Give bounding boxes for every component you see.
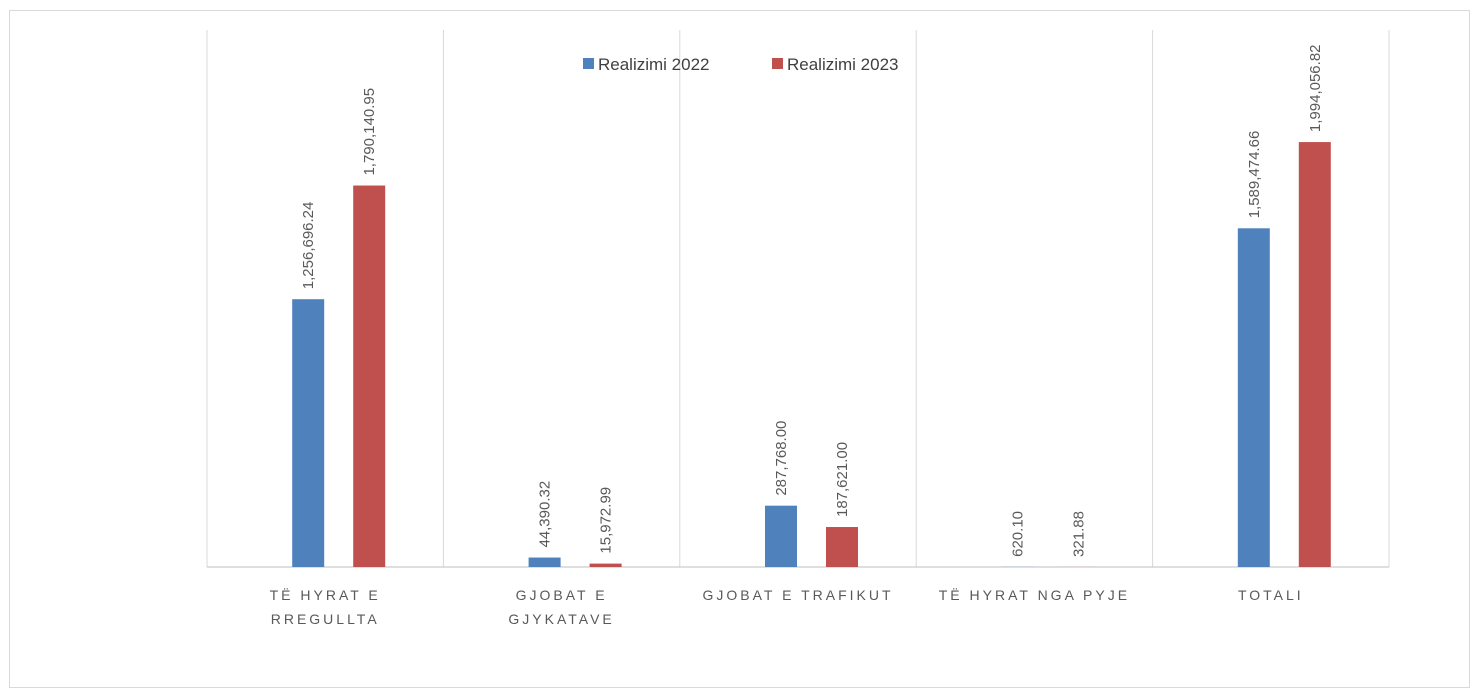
bar xyxy=(589,563,622,567)
data-label: 620.10 xyxy=(1009,511,1026,557)
bar xyxy=(826,527,858,567)
category-label: TË HYRAT E xyxy=(270,587,381,603)
data-label: 187,621.00 xyxy=(834,442,851,517)
bar xyxy=(292,299,325,567)
legend-label: Realizimi 2023 xyxy=(787,55,899,74)
bar xyxy=(1237,228,1270,567)
category-label: GJYKATAVE xyxy=(508,611,614,627)
category-label: TË HYRAT NGA PYJE xyxy=(939,587,1130,603)
legend-swatch xyxy=(772,58,783,69)
data-label: 321.88 xyxy=(1070,511,1087,557)
bar xyxy=(528,557,561,567)
category-label: GJOBAT E xyxy=(516,587,608,603)
bar xyxy=(353,185,386,568)
legend-swatch xyxy=(583,58,594,69)
bar xyxy=(1298,142,1331,567)
data-label: 15,972.99 xyxy=(598,487,615,554)
chart-frame xyxy=(9,10,1470,688)
bar xyxy=(765,505,797,567)
data-label: 287,768.00 xyxy=(773,421,790,496)
category-label: GJOBAT E TRAFIKUT xyxy=(702,587,893,603)
data-label: 1,256,696.24 xyxy=(300,202,317,290)
category-label: TOTALI xyxy=(1238,587,1304,603)
data-label: 1,790,140.95 xyxy=(361,88,378,176)
category-label: RREGULLTA xyxy=(271,611,380,627)
data-label: 1,589,474.66 xyxy=(1246,131,1263,219)
data-label: 1,994,056.82 xyxy=(1307,44,1324,132)
data-label: 44,390.32 xyxy=(537,481,554,548)
legend-label: Realizimi 2022 xyxy=(598,55,710,74)
